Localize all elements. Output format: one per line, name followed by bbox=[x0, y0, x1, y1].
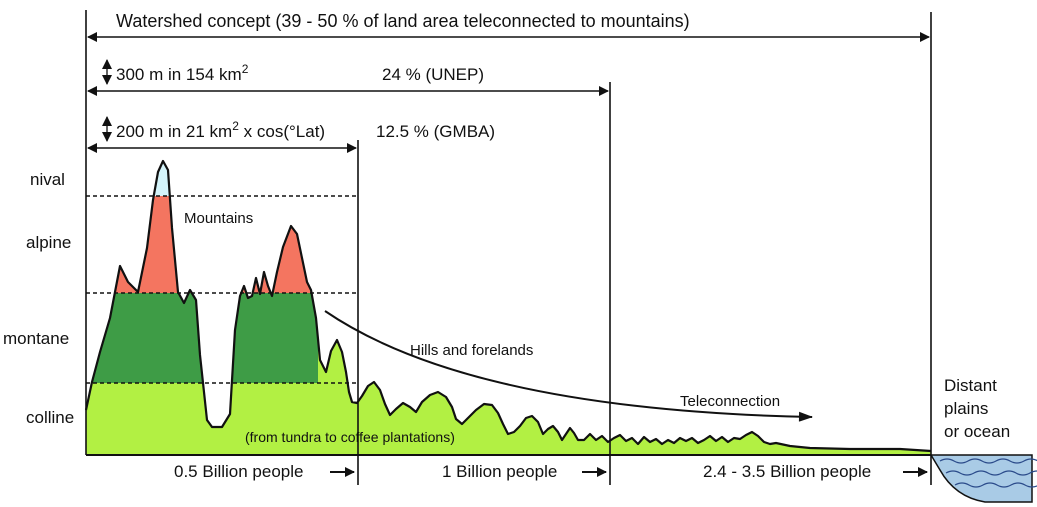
unep-criterion-main: 300 m in 154 km bbox=[116, 65, 242, 84]
distant-label-line2: plains bbox=[944, 399, 988, 418]
mountains-label: Mountains bbox=[184, 210, 253, 227]
unep-percent: 24 % (UNEP) bbox=[382, 65, 484, 84]
distant-label-line1: Distant bbox=[944, 376, 997, 395]
teleconnection-curve bbox=[324, 310, 813, 422]
terrain-outline bbox=[84, 159, 932, 453]
zone-label-nival: nival bbox=[30, 170, 65, 189]
gmba-criterion-main: 200 m in 21 km bbox=[116, 122, 232, 141]
gmba-criterion: 200 m in 21 km2 x cos(°Lat) bbox=[116, 119, 325, 141]
vegetation-note: (from tundra to coffee plantations) bbox=[245, 429, 455, 445]
watershed-label: Watershed concept (39 - 50 % of land are… bbox=[116, 11, 690, 31]
ocean-waves bbox=[939, 458, 1037, 488]
distant-label-line3: or ocean bbox=[944, 422, 1010, 441]
population-watershed: 2.4 - 3.5 Billion people bbox=[703, 462, 871, 481]
zone-label-montane: montane bbox=[3, 329, 69, 348]
population-unep: 1 Billion people bbox=[442, 462, 557, 481]
gmba-percent: 12.5 % (GMBA) bbox=[376, 122, 495, 141]
zone-boundaries bbox=[86, 195, 358, 384]
zone-label-alpine: alpine bbox=[26, 233, 71, 252]
unep-criterion: 300 m in 154 km2 bbox=[116, 62, 249, 84]
ocean bbox=[929, 454, 1033, 503]
montane-band bbox=[86, 293, 931, 383]
unep-criterion-sup: 2 bbox=[242, 62, 249, 76]
gmba-criterion-sup: 2 bbox=[232, 119, 239, 133]
hills-label: Hills and forelands bbox=[410, 342, 533, 359]
population-gmba: 0.5 Billion people bbox=[174, 462, 303, 481]
teleconnection-label: Teleconnection bbox=[680, 393, 780, 410]
nival-band bbox=[86, 161, 931, 196]
gmba-criterion-tail: x cos(°Lat) bbox=[239, 122, 325, 141]
zone-label-colline: colline bbox=[26, 408, 74, 427]
